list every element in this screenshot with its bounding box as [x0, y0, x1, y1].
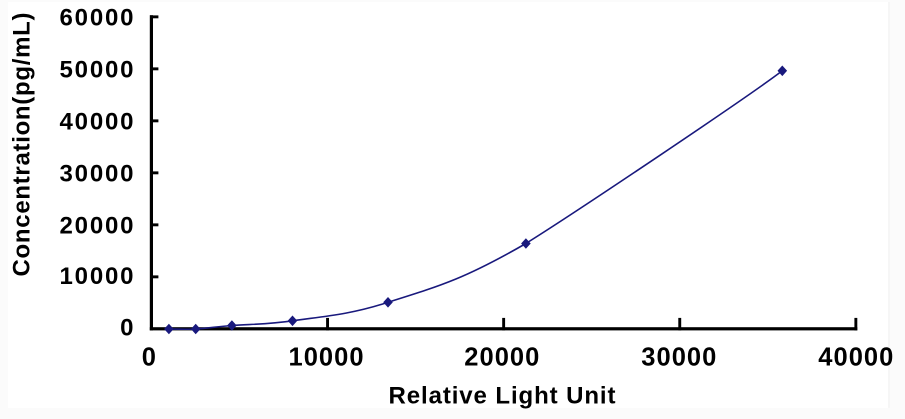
svg-text:60000: 60000: [60, 4, 134, 31]
svg-text:50000: 50000: [60, 56, 134, 83]
svg-text:0: 0: [120, 315, 133, 342]
svg-text:30000: 30000: [641, 344, 716, 372]
svg-text:Concentration(pg/mL): Concentration(pg/mL): [9, 13, 36, 277]
svg-text:40000: 40000: [818, 344, 893, 372]
svg-text:30000: 30000: [60, 160, 134, 187]
svg-text:40000: 40000: [60, 108, 134, 135]
svg-text:10000: 10000: [60, 263, 134, 290]
svg-text:20000: 20000: [464, 344, 539, 372]
svg-text:0: 0: [142, 344, 156, 372]
svg-text:Relative Light Unit: Relative Light Unit: [389, 383, 616, 410]
svg-text:10000: 10000: [289, 344, 364, 372]
svg-text:20000: 20000: [60, 212, 134, 239]
